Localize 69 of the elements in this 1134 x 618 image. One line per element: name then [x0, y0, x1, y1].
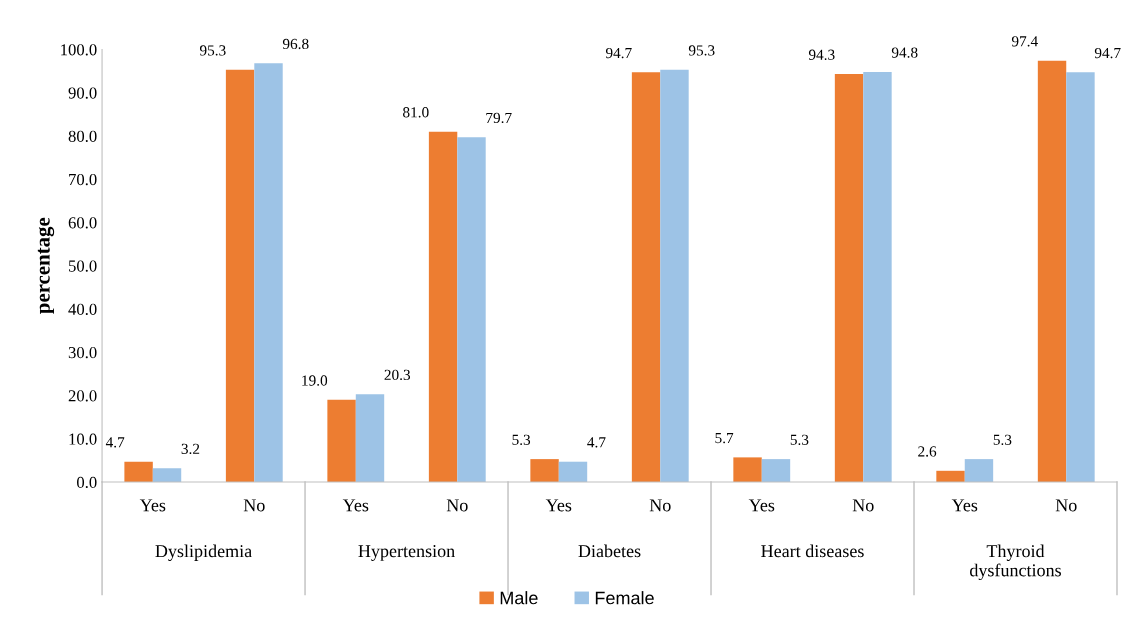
bar — [327, 399, 356, 483]
data-label: 4.7 — [105, 437, 125, 448]
data-label: 20.3 — [384, 369, 411, 381]
text: Thyroid dysfunctions — [970, 544, 1061, 581]
bar — [225, 69, 255, 483]
bar — [733, 457, 762, 483]
y-tick-label: 80.0 — [68, 130, 97, 142]
data-label: 81.0 — [403, 107, 429, 118]
x-tick-label: No — [649, 499, 671, 512]
bar — [936, 470, 965, 483]
bar — [660, 69, 689, 483]
bar — [1066, 72, 1095, 483]
bar — [863, 71, 892, 483]
data-label: 4.7 — [587, 437, 606, 448]
bar — [530, 459, 559, 483]
bar — [761, 459, 791, 483]
bar — [124, 461, 153, 483]
data-label: 19.0 — [302, 375, 328, 386]
data-label: 94.8 — [891, 47, 918, 58]
x-tick-label: Yes — [545, 499, 572, 512]
bar — [834, 74, 864, 483]
text: Heart diseases — [761, 544, 864, 558]
text: Dyslipidemia — [155, 544, 252, 561]
x-tick-label: Yes — [951, 499, 978, 512]
data-label: 5.3 — [790, 434, 809, 445]
x-tick-label: No — [446, 499, 468, 512]
legend-label: Female — [595, 591, 654, 605]
data-label: 96.8 — [282, 38, 309, 50]
y-tick-label: 90.0 — [68, 87, 97, 99]
data-label: 97.4 — [1011, 36, 1038, 47]
bar — [558, 461, 588, 483]
y-tick-label: 0.0 — [77, 476, 97, 489]
data-label: 3.2 — [181, 443, 200, 455]
bar — [1037, 60, 1067, 483]
data-label: 79.7 — [486, 112, 512, 124]
text: Hypertension — [358, 545, 455, 561]
x-tick-label: Yes — [342, 499, 369, 512]
legend-label: Male — [500, 591, 538, 605]
x-tick-label: No — [852, 499, 874, 512]
x-tick-label: Yes — [139, 499, 166, 512]
bar — [355, 394, 385, 483]
y-tick-label: 40.0 — [68, 303, 97, 316]
bar — [457, 137, 486, 483]
y-tick-label: 100.0 — [61, 44, 97, 56]
data-label: 95.3 — [688, 45, 715, 56]
y-tick-label: 70.0 — [69, 173, 97, 186]
data-label: 2.6 — [918, 446, 937, 457]
data-label: 94.7 — [1094, 47, 1121, 59]
y-tick-label: 30.0 — [68, 346, 97, 359]
x-tick-label: Yes — [748, 499, 775, 512]
x-tick-label: No — [1055, 499, 1077, 512]
bar — [254, 63, 283, 483]
y-tick-label: 60.0 — [68, 217, 97, 229]
x-tick-label: No — [243, 499, 265, 512]
y-tick-label: 20.0 — [68, 390, 97, 402]
bar — [152, 468, 182, 483]
y-axis-title: percentage — [37, 217, 55, 314]
data-label: 94.3 — [808, 49, 835, 60]
bar — [631, 72, 661, 483]
data-label: 95.3 — [199, 45, 226, 56]
y-tick-label: 50.0 — [69, 260, 97, 272]
data-label: 5.7 — [715, 433, 734, 444]
data-label: 94.7 — [605, 47, 632, 59]
data-label: 5.3 — [512, 434, 531, 445]
data-label: 5.3 — [993, 434, 1012, 445]
bar — [964, 459, 994, 483]
text: Diabetes — [578, 544, 641, 558]
y-tick-label: 10.0 — [69, 433, 97, 445]
bar — [428, 131, 458, 483]
